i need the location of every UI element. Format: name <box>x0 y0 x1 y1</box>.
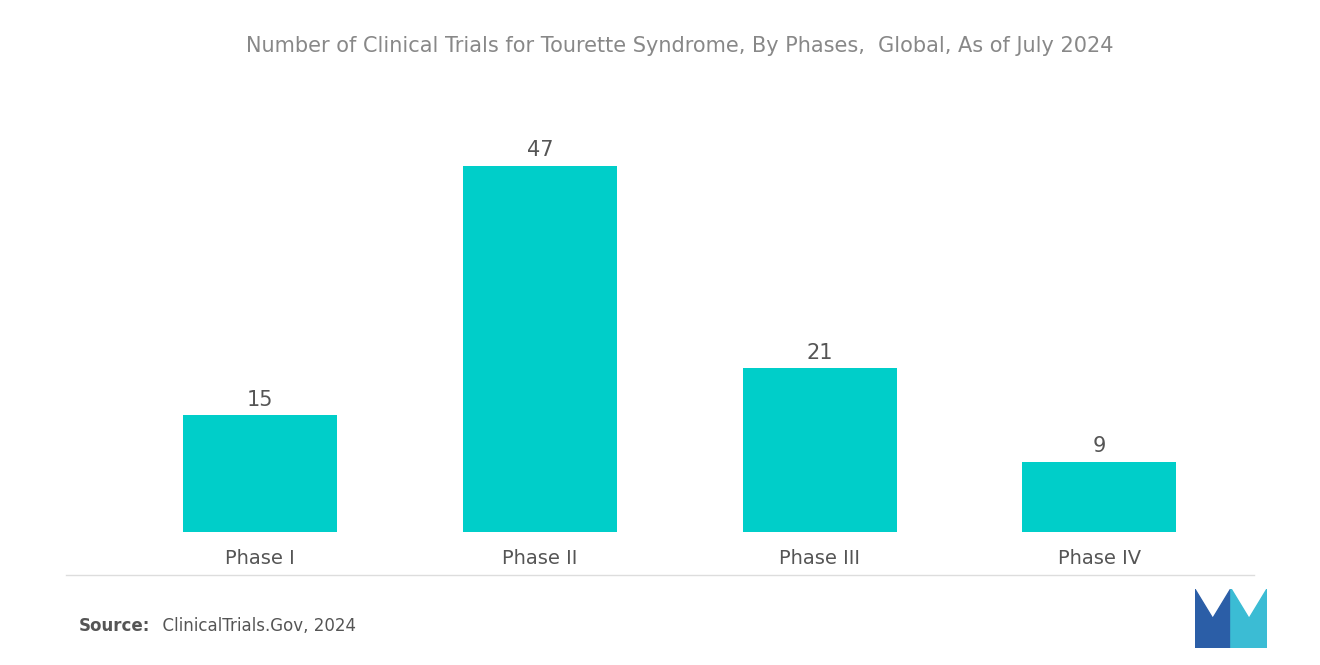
Bar <box>463 166 616 532</box>
Text: 21: 21 <box>807 343 833 363</box>
Text: Source:: Source: <box>79 617 150 635</box>
Polygon shape <box>1232 589 1267 648</box>
Text: 47: 47 <box>527 140 553 160</box>
Text: 15: 15 <box>247 390 273 410</box>
Bar <box>743 368 896 532</box>
Bar <box>183 415 337 532</box>
Title: Number of Clinical Trials for Tourette Syndrome, By Phases,  Global, As of July : Number of Clinical Trials for Tourette S… <box>246 36 1114 56</box>
Polygon shape <box>1195 589 1232 648</box>
Text: 9: 9 <box>1093 436 1106 456</box>
Text: ClinicalTrials.Gov, 2024: ClinicalTrials.Gov, 2024 <box>152 617 356 635</box>
Bar <box>1023 462 1176 532</box>
